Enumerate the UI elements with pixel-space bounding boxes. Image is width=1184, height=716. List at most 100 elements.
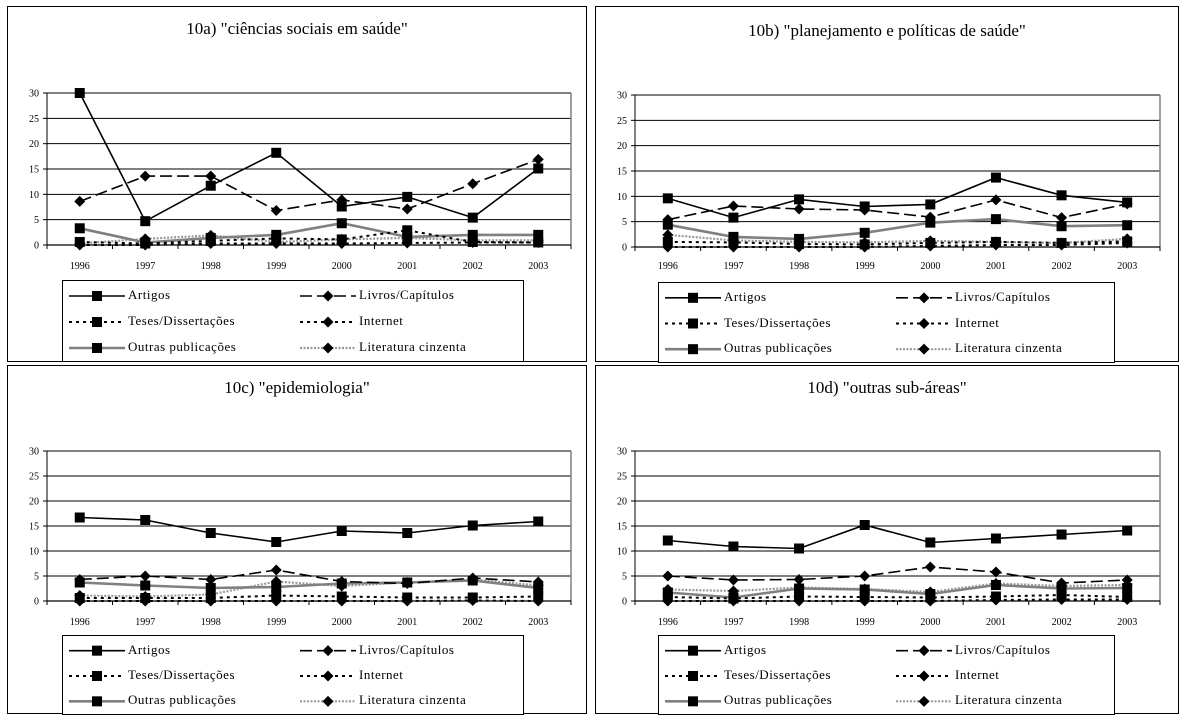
legend-label: Teses/Dissertações (724, 667, 832, 682)
x-tick-label: 1999 (855, 617, 875, 628)
series-line-4 (79, 221, 539, 244)
data-point (401, 237, 413, 249)
x-tick-label: 2000 (332, 617, 352, 628)
x-tick-label: 2002 (463, 261, 483, 272)
legend-marker (688, 344, 698, 355)
data-point (662, 535, 673, 546)
plot-area: 0 5 10 15 20 25 30 1996 1997 1998 1999 2000 2001 2002… (617, 447, 1161, 628)
data-point (205, 583, 216, 593)
y-tick-label: 30 (617, 447, 627, 458)
data-point (1122, 583, 1133, 593)
legend-marker (92, 343, 102, 353)
legend-label: Livros/Capítulos (955, 641, 1051, 657)
series-line-1 (79, 158, 539, 212)
data-point (532, 576, 544, 588)
chart-title: 10c) "epidemiologia" (224, 378, 370, 397)
x-tick-label: 1997 (723, 617, 743, 628)
data-point (74, 574, 86, 585)
y-tick-label: 30 (29, 447, 39, 458)
data-point (859, 592, 870, 602)
legend-label: Outras publicações (724, 340, 833, 356)
data-point (1122, 592, 1133, 602)
data-point (1056, 590, 1067, 600)
y-tick-label: 30 (29, 89, 39, 100)
data-point (402, 231, 413, 242)
x-tick-label: 1997 (723, 261, 743, 272)
x-tick-label: 1998 (789, 261, 809, 272)
x-tick-label: 2003 (528, 261, 548, 272)
data-point (859, 227, 870, 238)
y-tick-label: 10 (617, 192, 627, 203)
series-line-0 (79, 92, 539, 223)
x-tick-label: 2002 (1052, 617, 1072, 628)
data-point (140, 593, 151, 603)
y-tick-label: 25 (29, 114, 39, 125)
data-point (74, 593, 85, 603)
data-point (336, 218, 347, 229)
data-point (467, 572, 479, 584)
data-point (924, 211, 936, 223)
data-point (1122, 236, 1133, 247)
x-tick-label: 2003 (528, 617, 548, 628)
x-tick-label: 2001 (986, 617, 1006, 628)
legend-marker (322, 316, 334, 328)
legend-marker (918, 292, 930, 304)
legend-marker (688, 696, 698, 707)
data-point (74, 223, 85, 234)
data-point (336, 234, 347, 245)
x-tick-label: 1996 (658, 617, 678, 628)
y-tick-label: 10 (29, 190, 39, 201)
y-tick-label: 15 (29, 522, 39, 533)
legend-marker (688, 645, 698, 656)
data-point (205, 574, 217, 585)
data-point (467, 212, 478, 223)
series-line-0 (79, 516, 539, 543)
data-point (925, 199, 936, 210)
y-tick-label: 15 (617, 522, 627, 533)
data-point (859, 584, 870, 595)
legend-label: Artigos (724, 288, 767, 304)
data-point (467, 520, 478, 531)
legend-symbols (665, 292, 952, 355)
x-tick-label: 2002 (463, 617, 483, 628)
legend-label: Literatura cinzenta (359, 339, 467, 354)
data-point (728, 231, 739, 242)
data-point (402, 592, 413, 603)
series-line-4 (667, 217, 1128, 241)
x-tick-label: 2001 (986, 261, 1006, 272)
data-point (402, 225, 413, 236)
series-line-1 (79, 569, 539, 585)
legend-label: Internet (955, 667, 1000, 682)
legend-marker (918, 318, 930, 329)
legend-marker (322, 342, 334, 354)
data-point (271, 233, 282, 244)
chart-panel-10c: 10c) "epidemiologia" 0 5 10 15 20 25 30 1996 1997… (7, 365, 587, 715)
data-point (74, 195, 86, 207)
data-point (925, 592, 936, 603)
legend-label: Teses/Dissertações (724, 314, 832, 330)
data-point (728, 212, 739, 223)
y-tick-label: 0 (622, 243, 627, 254)
data-point (336, 576, 348, 587)
x-tick-label: 2000 (920, 261, 940, 272)
legend-marker (918, 343, 930, 355)
data-point (336, 526, 347, 536)
legend-label: Literatura cinzenta (955, 692, 1063, 708)
y-tick-label: 10 (29, 547, 39, 558)
data-point (728, 237, 739, 248)
legend-label: Artigos (128, 641, 171, 657)
legend-marker (322, 290, 334, 302)
data-point (794, 238, 805, 249)
legend-label: Internet (955, 314, 1000, 330)
x-tick-label: 2000 (332, 261, 352, 272)
y-tick-label: 25 (617, 472, 627, 483)
x-tick-label: 2002 (1052, 261, 1072, 272)
y-tick-label: 20 (617, 141, 627, 152)
y-tick-label: 5 (34, 215, 39, 226)
data-point (728, 541, 739, 552)
x-tick-label: 1997 (135, 617, 155, 628)
legend-marker (322, 670, 334, 682)
data-point (533, 229, 544, 240)
data-point (205, 170, 217, 182)
data-point (794, 194, 805, 205)
